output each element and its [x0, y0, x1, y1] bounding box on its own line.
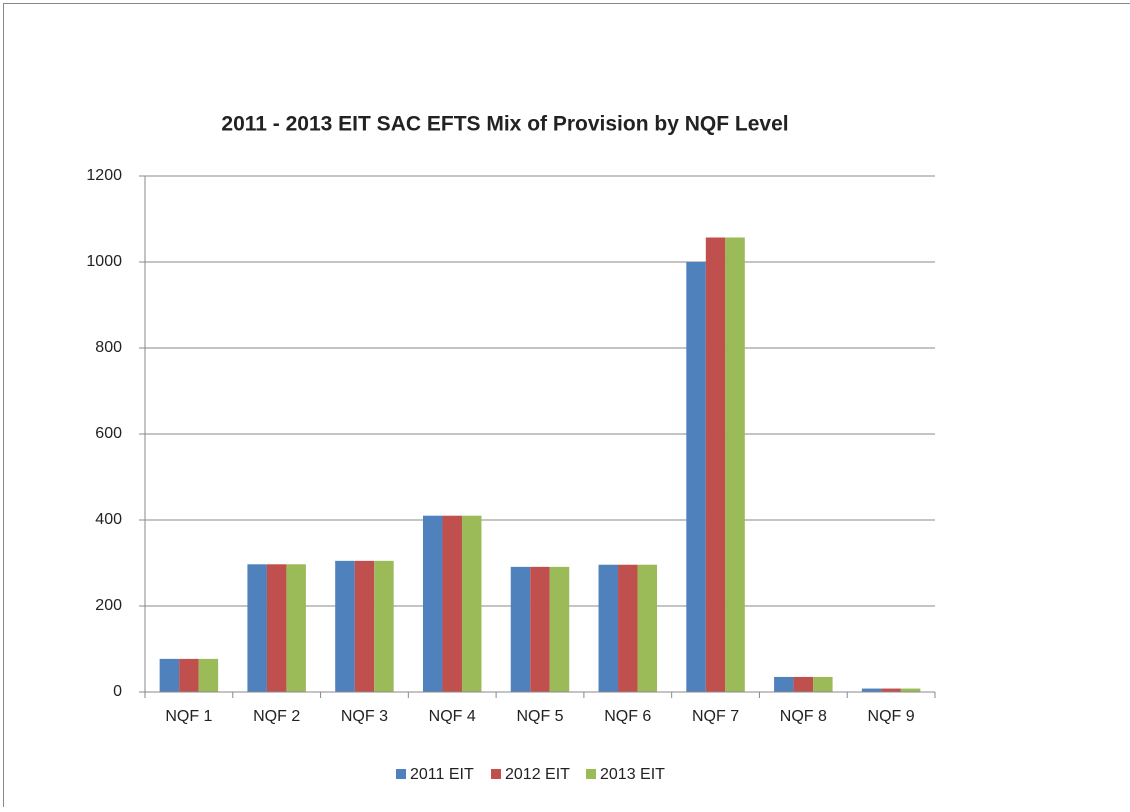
y-tick-label: 1200 — [86, 167, 122, 184]
legend-label: 2012 EIT — [505, 766, 570, 783]
bar — [774, 677, 794, 692]
y-tick-label: 800 — [95, 339, 122, 356]
bar — [725, 237, 745, 692]
y-tick-label: 200 — [95, 597, 122, 614]
bar — [511, 567, 531, 692]
bar — [618, 565, 638, 692]
legend-label: 2011 EIT — [410, 766, 474, 783]
x-tick-label: NQF 5 — [516, 708, 563, 725]
y-tick-label: 1000 — [86, 253, 122, 270]
bar — [423, 516, 443, 692]
bar — [199, 659, 219, 692]
bar — [355, 561, 375, 692]
bar — [247, 564, 267, 692]
bar — [550, 567, 570, 692]
legend-swatch — [396, 769, 406, 779]
bar — [442, 516, 462, 692]
bar — [179, 659, 199, 692]
bar — [286, 564, 306, 692]
bar — [160, 659, 180, 692]
x-tick-label: NQF 2 — [253, 708, 300, 725]
bar — [638, 565, 658, 692]
x-tick-label: NQF 1 — [165, 708, 212, 725]
chart-title: 2011 - 2013 EIT SAC EFTS Mix of Provisio… — [221, 113, 788, 136]
x-tick-label: NQF 4 — [429, 708, 476, 725]
bar — [862, 689, 882, 692]
y-tick-label: 0 — [113, 683, 122, 700]
legend-label: 2013 EIT — [600, 766, 665, 783]
bar — [794, 677, 814, 692]
bar — [901, 689, 921, 692]
x-tick-label: NQF 7 — [692, 708, 739, 725]
legend-swatch — [586, 769, 596, 779]
y-tick-label: 400 — [95, 511, 122, 528]
x-tick-label: NQF 9 — [868, 708, 915, 725]
bar — [335, 561, 355, 692]
bar — [706, 237, 726, 692]
x-tick-label: NQF 3 — [341, 708, 388, 725]
bar — [686, 262, 706, 692]
bar — [374, 561, 394, 692]
x-tick-label: NQF 8 — [780, 708, 827, 725]
bar — [813, 677, 833, 692]
bar — [267, 564, 287, 692]
bar — [462, 516, 482, 692]
bar — [599, 565, 619, 692]
legend-swatch — [491, 769, 501, 779]
bar — [881, 689, 901, 692]
bar — [530, 567, 550, 692]
y-tick-label: 600 — [95, 425, 122, 442]
x-tick-label: NQF 6 — [604, 708, 651, 725]
